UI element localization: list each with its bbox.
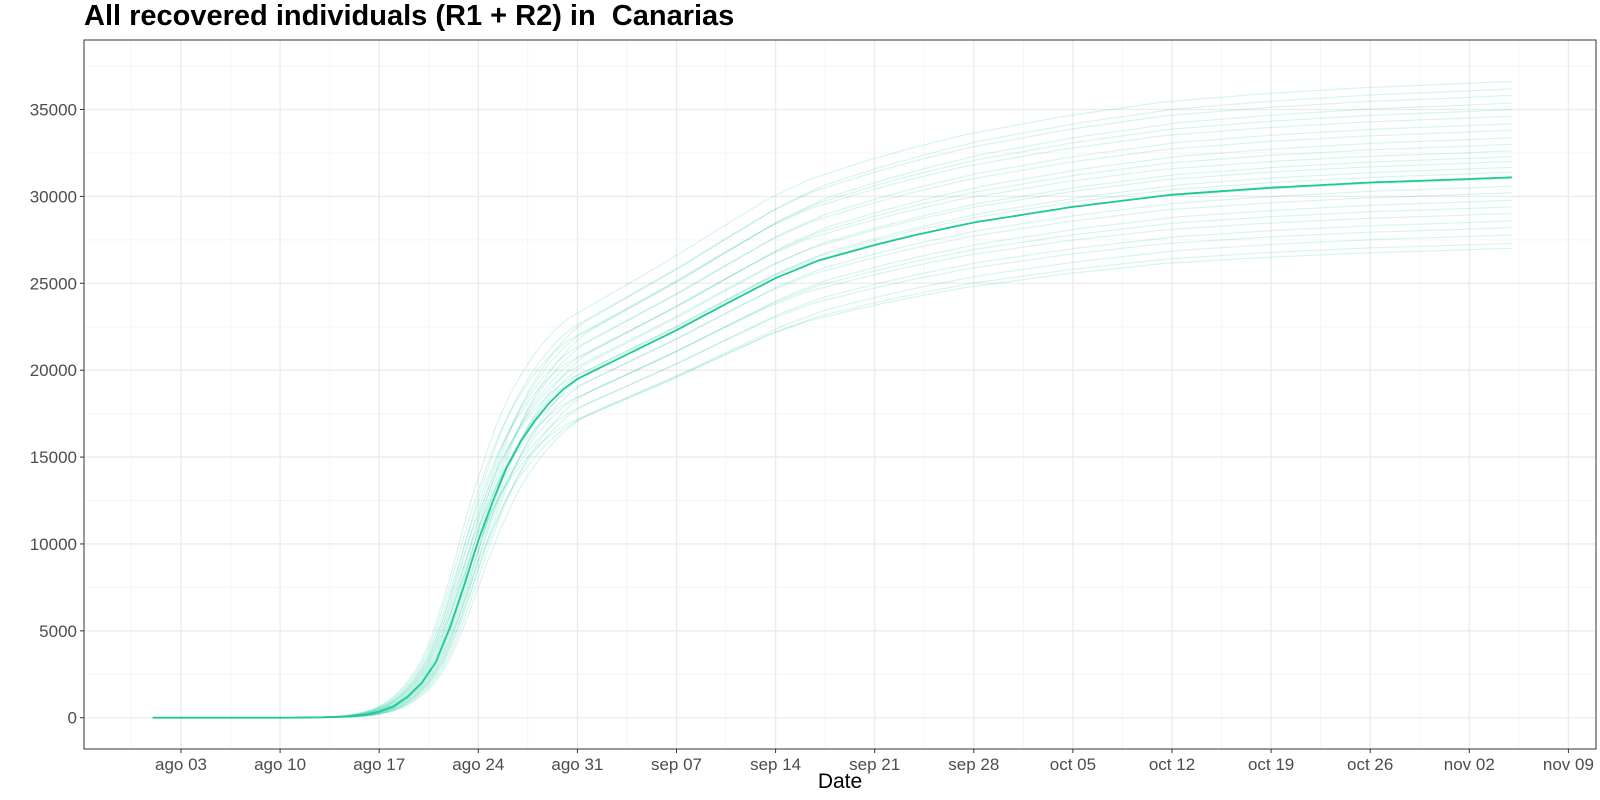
ensemble-line: [152, 199, 1512, 719]
ensemble-line: [152, 129, 1512, 719]
ensemble-line: [152, 115, 1512, 719]
y-tick-label: 20000: [30, 361, 77, 380]
x-axis-label: Date: [817, 770, 863, 793]
main-layer: [152, 176, 1512, 719]
y-tick-label: 30000: [30, 187, 77, 206]
ensemble-line: [152, 213, 1512, 719]
x-tick-layer: ago 03 ago 10 ago 17 ago 24 ago 31 sep 07 sep …: [155, 749, 1594, 774]
ensemble-line: [152, 185, 1512, 719]
ensemble-line: [152, 88, 1512, 719]
ensemble-line: [152, 227, 1512, 719]
x-tick-label: oct 19: [1248, 755, 1294, 774]
x-tick-label: oct 26: [1347, 755, 1393, 774]
x-tick-label: nov 02: [1444, 755, 1495, 774]
ensemble-line: [152, 178, 1512, 719]
ensemble-line: [152, 81, 1512, 719]
ensemble-line: [152, 161, 1512, 719]
frame-layer: [83, 39, 1597, 750]
chart-title: All recovered individuals (R1 + R2) in C…: [84, 0, 735, 32]
ensemble-line: [152, 234, 1512, 719]
y-tick-label: 0: [68, 709, 77, 728]
y-tick-label: 10000: [30, 535, 77, 554]
ensemble-line: [152, 143, 1512, 719]
x-tick-label: ago 24: [452, 755, 504, 774]
x-tick-label: sep 21: [849, 755, 900, 774]
panel-border: [83, 39, 1597, 750]
ensemble-line: [152, 171, 1512, 719]
ensemble-line: [152, 247, 1512, 719]
ensemble-line: [152, 220, 1512, 719]
x-tick-label: ago 31: [551, 755, 603, 774]
ensemble-layer: [152, 81, 1512, 719]
ensemble-line: [152, 192, 1512, 719]
grid-layer: [84, 40, 1596, 749]
y-tick-label: 5000: [39, 622, 77, 641]
y-tick-label: 25000: [30, 274, 77, 293]
ensemble-line: [152, 123, 1512, 719]
x-tick-label: ago 03: [155, 755, 207, 774]
ensemble-line: [152, 102, 1512, 719]
y-tick-label: 15000: [30, 448, 77, 467]
ensemble-line: [152, 166, 1512, 719]
x-tick-label: sep 28: [948, 755, 999, 774]
main-series-line: [152, 176, 1512, 719]
ensemble-line: [152, 137, 1512, 719]
ensemble-line: [152, 150, 1512, 719]
y-tick-label: 35000: [30, 101, 77, 120]
ensemble-line: [152, 156, 1512, 719]
ensemble-line: [152, 242, 1512, 719]
ensemble-line: [152, 95, 1512, 719]
x-tick-label: ago 17: [353, 755, 405, 774]
x-tick-label: oct 05: [1050, 755, 1096, 774]
x-tick-label: nov 09: [1543, 755, 1594, 774]
x-tick-label: ago 10: [254, 755, 306, 774]
y-tick-layer: 0 5000 10000 15000 20000 25000 30000 35000: [30, 101, 84, 728]
x-tick-label: sep 07: [651, 755, 702, 774]
x-tick-label: sep 14: [750, 755, 801, 774]
x-tick-label: oct 12: [1149, 755, 1195, 774]
